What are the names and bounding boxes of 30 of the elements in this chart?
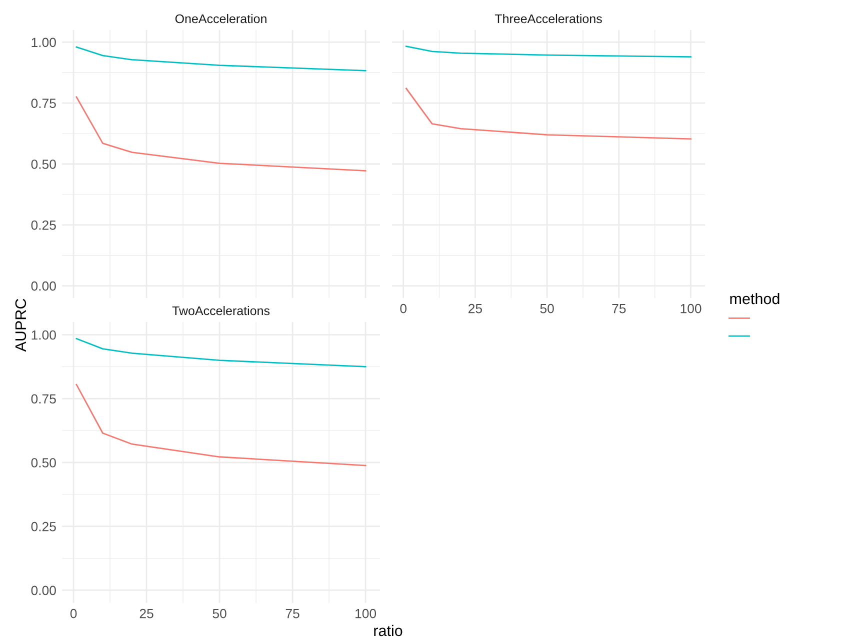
x-tick-label: 25 [140,608,154,618]
y-tick-label: 0.50 [31,160,56,169]
x-tick-label: 0 [400,304,407,314]
line-series [76,96,366,172]
y-tick-label: 0.00 [31,281,56,291]
y-tick-label: 0.75 [31,394,56,404]
chart-title: ThreeAccelerations [494,14,602,24]
y-tick-label: 1.00 [32,330,56,340]
x-tick-label: 100 [680,304,702,314]
y-tick-label: 0.75 [31,98,56,108]
line-series [76,338,366,368]
line-series [76,46,366,72]
y-tick-label: 0.50 [31,458,56,468]
line-series [76,384,366,466]
x-tick-label: 75 [286,609,300,618]
x-axis-title: ratio [374,624,402,636]
y-tick-label: 0.00 [31,586,56,596]
y-tick-label: 0.25 [31,522,56,532]
chart-title: OneAcceleration [175,14,266,24]
x-tick-label: 25 [468,304,482,314]
y-tick-label: 1.00 [32,38,56,48]
legend-title: method [730,292,780,304]
chart-title: TwoAccelerations [172,306,270,316]
x-tick-label: 50 [540,304,554,314]
x-tick-label: 50 [212,608,226,618]
y-axis-title: AUPRC [15,298,26,352]
y-tick-label: 0.25 [31,220,56,230]
x-tick-label: 100 [356,608,376,618]
x-tick-label: 75 [612,304,626,314]
x-tick-label: 0 [70,608,77,618]
